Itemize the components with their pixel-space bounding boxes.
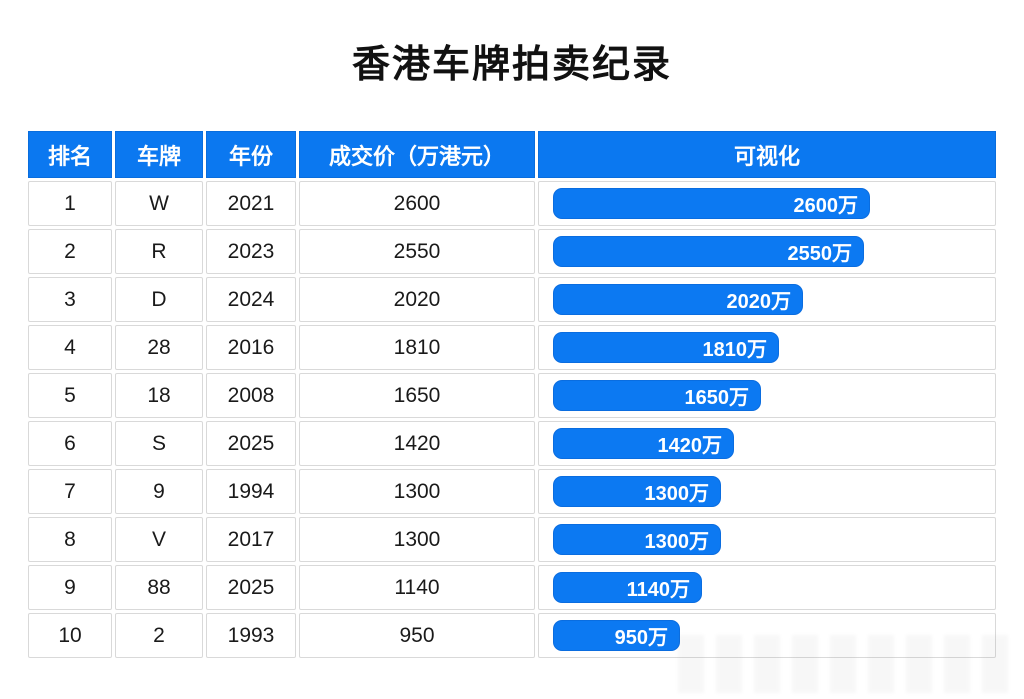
rank-cell: 1	[28, 181, 112, 226]
rank-cell: 4	[28, 325, 112, 370]
rank-cell: 5	[28, 373, 112, 418]
header-rank: 排名	[28, 131, 112, 178]
rank-cell: 2	[28, 229, 112, 274]
header-year: 年份	[206, 131, 296, 178]
price-cell: 1300	[299, 469, 535, 514]
bar-cell: 2600万	[538, 181, 996, 226]
page-title: 香港车牌拍卖纪录	[351, 44, 672, 86]
plate-cell: D	[115, 277, 203, 322]
bar-cell: 1300万	[538, 517, 996, 562]
bar-label: 2600万	[793, 195, 859, 217]
header-visualization: 可视化	[538, 131, 996, 178]
plate-cell: 9	[115, 469, 203, 514]
table-body: 1 W 2021 2600 2600万 2 R 2023 2550 2550万 3 D 2024 2020…	[28, 181, 996, 658]
rank-cell: 10	[28, 613, 112, 658]
price-cell: 1140	[299, 565, 535, 610]
table-row: 4 28 2016 1810 1810万	[28, 325, 996, 370]
value-bar: 950万	[553, 620, 680, 651]
price-cell: 1810	[299, 325, 535, 370]
rank-cell: 3	[28, 277, 112, 322]
bar-label: 1300万	[644, 483, 710, 505]
rank-cell: 7	[28, 469, 112, 514]
table-row: 5 18 2008 1650 1650万	[28, 373, 996, 418]
table-row: 3 D 2024 2020 2020万	[28, 277, 996, 322]
table-row: 9 88 2025 1140 1140万	[28, 565, 996, 610]
price-cell: 1650	[299, 373, 535, 418]
value-bar: 1140万	[553, 572, 702, 603]
plate-cell: R	[115, 229, 203, 274]
year-cell: 2008	[206, 373, 296, 418]
bar-cell: 2020万	[538, 277, 996, 322]
header-row: 排名 车牌 年份 成交价（万港元） 可视化	[28, 131, 996, 178]
rank-cell: 9	[28, 565, 112, 610]
price-cell: 2550	[299, 229, 535, 274]
bar-label: 950万	[614, 627, 668, 649]
table-row: 2 R 2023 2550 2550万	[28, 229, 996, 274]
value-bar: 1650万	[553, 380, 761, 411]
bar-label: 2550万	[787, 243, 853, 265]
price-cell: 2020	[299, 277, 535, 322]
year-cell: 2017	[206, 517, 296, 562]
year-cell: 2024	[206, 277, 296, 322]
year-cell: 2021	[206, 181, 296, 226]
bar-cell: 950万	[538, 613, 996, 658]
bar-cell: 1420万	[538, 421, 996, 466]
plate-cell: W	[115, 181, 203, 226]
value-bar: 1420万	[553, 428, 734, 459]
table-row: 8 V 2017 1300 1300万	[28, 517, 996, 562]
plate-cell: 18	[115, 373, 203, 418]
header-plate: 车牌	[115, 131, 203, 178]
year-cell: 1994	[206, 469, 296, 514]
value-bar: 2020万	[553, 284, 803, 315]
header-price: 成交价（万港元）	[299, 131, 535, 178]
bar-cell: 1650万	[538, 373, 996, 418]
value-bar: 2600万	[553, 188, 870, 219]
plate-cell: 88	[115, 565, 203, 610]
year-cell: 2016	[206, 325, 296, 370]
bar-label: 1300万	[644, 531, 710, 553]
plate-cell: 28	[115, 325, 203, 370]
year-cell: 2023	[206, 229, 296, 274]
bar-cell: 1810万	[538, 325, 996, 370]
bar-label: 1810万	[702, 339, 768, 361]
rank-cell: 6	[28, 421, 112, 466]
value-bar: 1810万	[553, 332, 779, 363]
price-cell: 950	[299, 613, 535, 658]
year-cell: 1993	[206, 613, 296, 658]
bar-label: 1140万	[626, 579, 690, 601]
value-bar: 1300万	[553, 524, 721, 555]
plate-cell: V	[115, 517, 203, 562]
price-cell: 2600	[299, 181, 535, 226]
rank-cell: 8	[28, 517, 112, 562]
value-bar: 1300万	[553, 476, 721, 507]
price-cell: 1300	[299, 517, 535, 562]
plate-cell: S	[115, 421, 203, 466]
table-row: 10 2 1993 950 950万	[28, 613, 996, 658]
year-cell: 2025	[206, 565, 296, 610]
bar-label: 2020万	[726, 291, 792, 313]
bar-label: 1650万	[684, 387, 750, 409]
price-cell: 1420	[299, 421, 535, 466]
table-row: 7 9 1994 1300 1300万	[28, 469, 996, 514]
table-row: 6 S 2025 1420 1420万	[28, 421, 996, 466]
bar-label: 1420万	[657, 435, 723, 457]
value-bar: 2550万	[553, 236, 864, 267]
plate-cell: 2	[115, 613, 203, 658]
bar-cell: 1300万	[538, 469, 996, 514]
table-row: 1 W 2021 2600 2600万	[28, 181, 996, 226]
year-cell: 2025	[206, 421, 296, 466]
bar-cell: 2550万	[538, 229, 996, 274]
bar-cell: 1140万	[538, 565, 996, 610]
auction-table: 排名 车牌 年份 成交价（万港元） 可视化 1 W 2021 2600 2600万 2 R 2…	[25, 128, 999, 661]
